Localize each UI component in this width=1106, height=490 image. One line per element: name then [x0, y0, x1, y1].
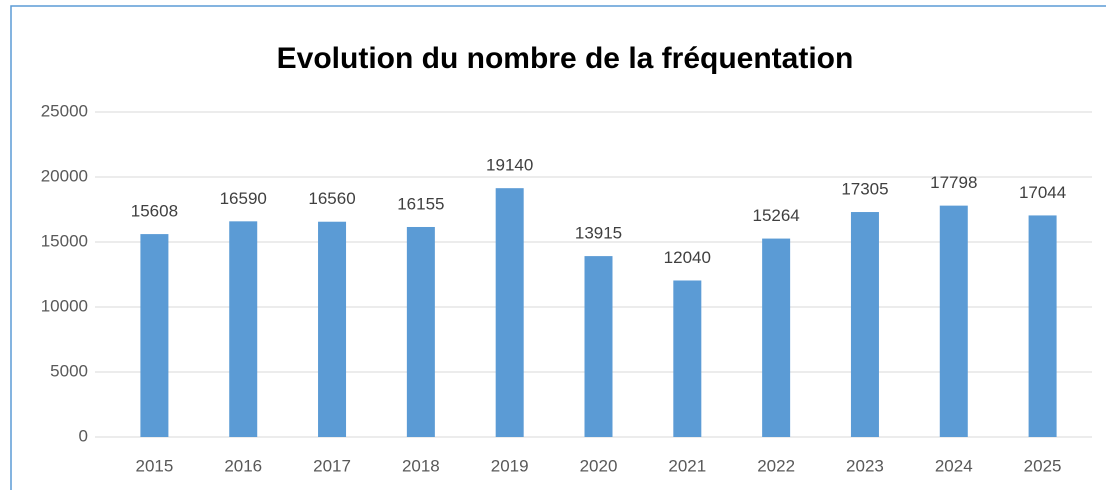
data-label: 17305: [841, 180, 888, 199]
x-tick-label: 2023: [846, 456, 884, 475]
x-tick-label: 2020: [580, 456, 618, 475]
x-tick-label: 2025: [1024, 456, 1062, 475]
bar: [939, 205, 968, 437]
bar: [406, 226, 435, 437]
y-tick-label: 15000: [41, 231, 88, 250]
data-label: 17798: [930, 173, 977, 192]
y-tick-label: 0: [79, 426, 88, 445]
x-tick-label: 2018: [402, 456, 440, 475]
chart-title: Evolution du nombre de la fréquentation: [277, 42, 854, 75]
bar: [1028, 215, 1057, 437]
bar: [229, 221, 258, 437]
data-label: 16155: [397, 194, 444, 213]
data-label: 17044: [1019, 183, 1066, 202]
x-tick-label: 2019: [491, 456, 529, 475]
x-tick-label: 2015: [135, 456, 173, 475]
y-tick-label: 10000: [41, 296, 88, 315]
y-tick-label: 25000: [41, 101, 88, 120]
data-label: 12040: [664, 248, 711, 267]
x-tick-label: 2021: [668, 456, 706, 475]
bar: [584, 256, 613, 437]
bar: [140, 234, 169, 437]
data-label: 15264: [752, 206, 799, 225]
bar: [762, 238, 791, 437]
x-tick-label: 2022: [757, 456, 795, 475]
y-tick-label: 5000: [50, 361, 88, 380]
data-label: 13915: [575, 224, 622, 243]
x-tick-label: 2017: [313, 456, 351, 475]
data-label: 16590: [220, 189, 267, 208]
bar: [673, 280, 702, 437]
x-tick-label: 2024: [935, 456, 973, 475]
y-tick-label: 20000: [41, 166, 88, 185]
bar: [318, 221, 347, 437]
frame: [10, 5, 1106, 490]
bar: [495, 188, 524, 437]
data-label: 15608: [131, 202, 178, 221]
x-tick-label: 2016: [224, 456, 262, 475]
data-label: 16560: [308, 189, 355, 208]
data-label: 19140: [486, 156, 533, 175]
bar: [850, 212, 879, 437]
